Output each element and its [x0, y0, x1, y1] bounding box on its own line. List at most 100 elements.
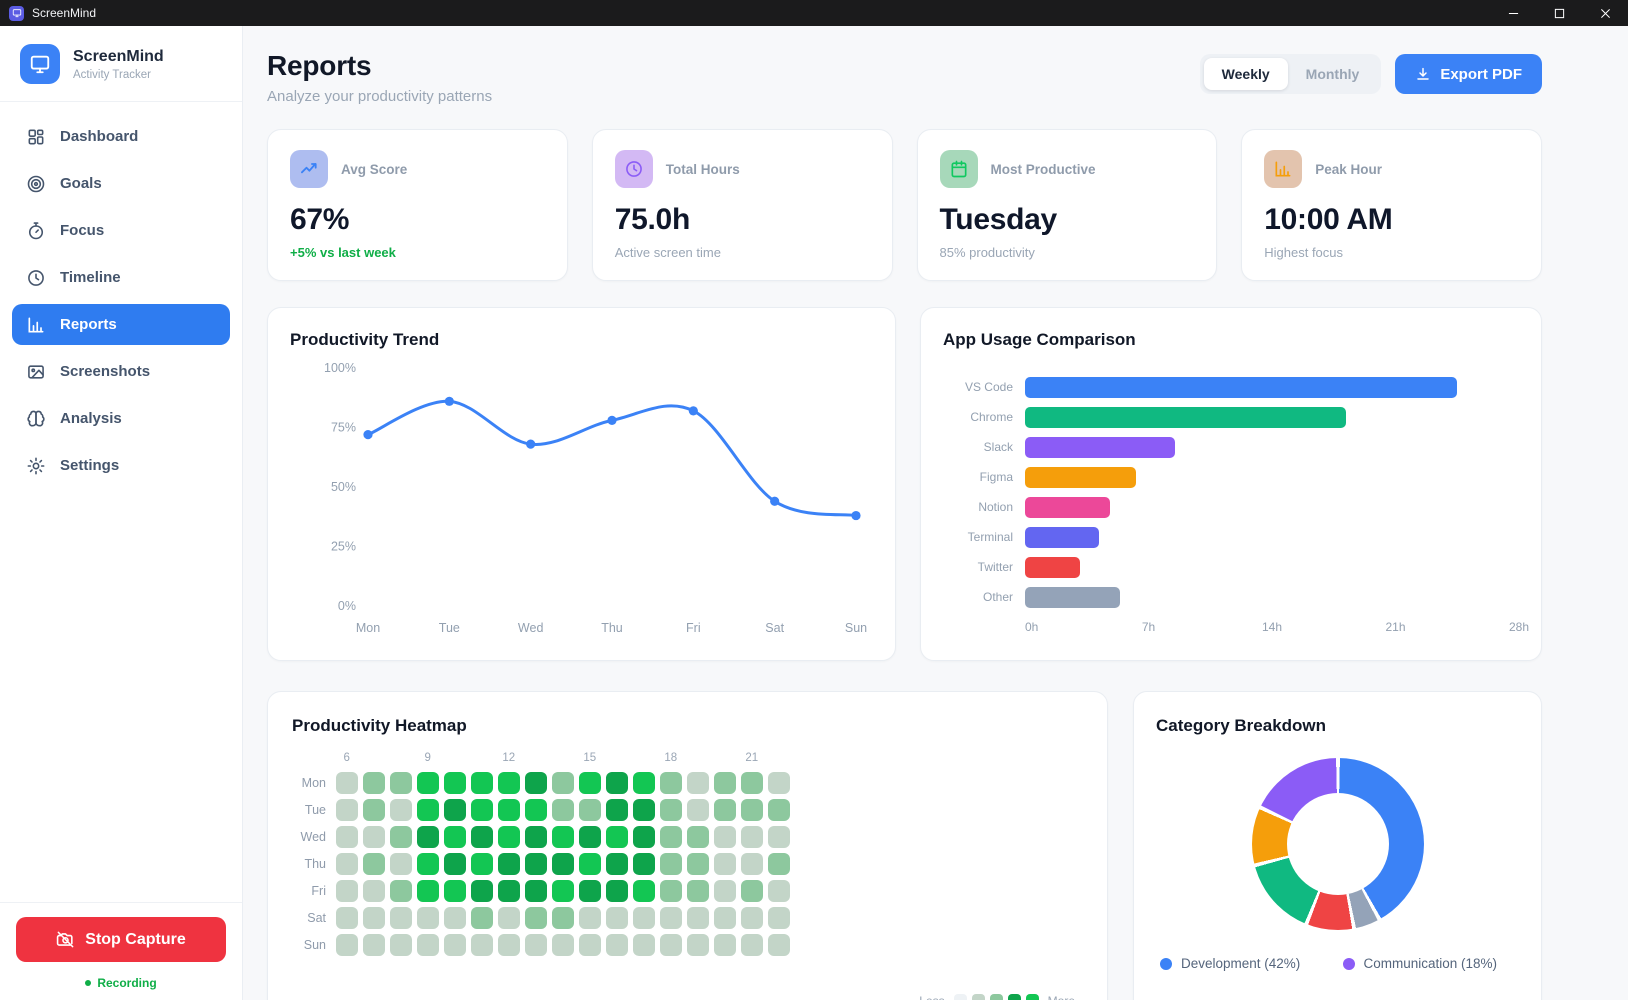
heatmap-cell[interactable]: [579, 853, 601, 875]
heatmap-cell[interactable]: [741, 853, 763, 875]
heatmap-cell[interactable]: [417, 880, 439, 902]
heatmap-cell[interactable]: [633, 772, 655, 794]
heatmap-cell[interactable]: [471, 772, 493, 794]
heatmap-cell[interactable]: [552, 772, 574, 794]
heatmap-cell[interactable]: [417, 826, 439, 848]
heatmap-cell[interactable]: [471, 826, 493, 848]
heatmap-cell[interactable]: [498, 826, 520, 848]
heatmap-cell[interactable]: [390, 772, 412, 794]
heatmap-cell[interactable]: [714, 826, 736, 848]
sidebar-item-screenshots[interactable]: Screenshots: [12, 351, 230, 392]
heatmap-cell[interactable]: [498, 907, 520, 929]
sidebar-item-timeline[interactable]: Timeline: [12, 257, 230, 298]
heatmap-cell[interactable]: [471, 907, 493, 929]
heatmap-cell[interactable]: [714, 772, 736, 794]
heatmap-cell[interactable]: [606, 799, 628, 821]
heatmap-cell[interactable]: [363, 853, 385, 875]
heatmap-cell[interactable]: [768, 799, 790, 821]
heatmap-cell[interactable]: [552, 907, 574, 929]
heatmap-cell[interactable]: [444, 826, 466, 848]
heatmap-cell[interactable]: [552, 799, 574, 821]
range-option-monthly[interactable]: Monthly: [1305, 66, 1360, 82]
heatmap-cell[interactable]: [606, 934, 628, 956]
heatmap-cell[interactable]: [498, 772, 520, 794]
heatmap-cell[interactable]: [579, 880, 601, 902]
heatmap-cell[interactable]: [633, 799, 655, 821]
heatmap-cell[interactable]: [471, 934, 493, 956]
heatmap-cell[interactable]: [660, 853, 682, 875]
sidebar-item-dashboard[interactable]: Dashboard: [12, 116, 230, 157]
heatmap-cell[interactable]: [417, 772, 439, 794]
heatmap-cell[interactable]: [606, 907, 628, 929]
heatmap-cell[interactable]: [606, 826, 628, 848]
range-option-weekly[interactable]: Weekly: [1203, 58, 1288, 90]
heatmap-cell[interactable]: [471, 880, 493, 902]
heatmap-cell[interactable]: [660, 907, 682, 929]
heatmap-cell[interactable]: [633, 880, 655, 902]
heatmap-cell[interactable]: [633, 934, 655, 956]
heatmap-cell[interactable]: [579, 934, 601, 956]
heatmap-cell[interactable]: [741, 799, 763, 821]
heatmap-cell[interactable]: [714, 880, 736, 902]
heatmap-cell[interactable]: [336, 799, 358, 821]
heatmap-cell[interactable]: [444, 853, 466, 875]
heatmap-cell[interactable]: [363, 799, 385, 821]
heatmap-cell[interactable]: [579, 772, 601, 794]
heatmap-cell[interactable]: [363, 880, 385, 902]
heatmap-cell[interactable]: [579, 799, 601, 821]
heatmap-cell[interactable]: [336, 853, 358, 875]
heatmap-cell[interactable]: [336, 907, 358, 929]
heatmap-cell[interactable]: [687, 880, 709, 902]
heatmap-cell[interactable]: [336, 934, 358, 956]
heatmap-cell[interactable]: [390, 853, 412, 875]
heatmap-cell[interactable]: [741, 880, 763, 902]
sidebar-item-settings[interactable]: Settings: [12, 445, 230, 486]
heatmap-cell[interactable]: [417, 853, 439, 875]
heatmap-cell[interactable]: [687, 907, 709, 929]
heatmap-cell[interactable]: [525, 772, 547, 794]
heatmap-cell[interactable]: [390, 799, 412, 821]
heatmap-cell[interactable]: [741, 934, 763, 956]
heatmap-cell[interactable]: [714, 853, 736, 875]
heatmap-cell[interactable]: [498, 799, 520, 821]
heatmap-cell[interactable]: [552, 880, 574, 902]
heatmap-cell[interactable]: [633, 826, 655, 848]
heatmap-cell[interactable]: [525, 799, 547, 821]
heatmap-cell[interactable]: [336, 826, 358, 848]
heatmap-cell[interactable]: [660, 772, 682, 794]
heatmap-cell[interactable]: [417, 934, 439, 956]
heatmap-cell[interactable]: [768, 772, 790, 794]
heatmap-cell[interactable]: [498, 880, 520, 902]
stop-capture-button[interactable]: Stop Capture: [16, 917, 226, 962]
heatmap-cell[interactable]: [390, 934, 412, 956]
heatmap-cell[interactable]: [390, 880, 412, 902]
heatmap-cell[interactable]: [579, 907, 601, 929]
heatmap-cell[interactable]: [336, 772, 358, 794]
heatmap-cell[interactable]: [444, 880, 466, 902]
heatmap-cell[interactable]: [687, 826, 709, 848]
sidebar-item-analysis[interactable]: Analysis: [12, 398, 230, 439]
export-pdf-button[interactable]: Export PDF: [1395, 54, 1542, 94]
heatmap-cell[interactable]: [687, 799, 709, 821]
heatmap-cell[interactable]: [768, 907, 790, 929]
heatmap-cell[interactable]: [714, 934, 736, 956]
heatmap-cell[interactable]: [687, 772, 709, 794]
heatmap-cell[interactable]: [768, 934, 790, 956]
heatmap-cell[interactable]: [741, 826, 763, 848]
close-button[interactable]: [1582, 0, 1628, 26]
heatmap-cell[interactable]: [444, 772, 466, 794]
heatmap-cell[interactable]: [471, 799, 493, 821]
heatmap-cell[interactable]: [525, 853, 547, 875]
maximize-button[interactable]: [1536, 0, 1582, 26]
heatmap-cell[interactable]: [336, 880, 358, 902]
heatmap-cell[interactable]: [552, 826, 574, 848]
heatmap-cell[interactable]: [498, 934, 520, 956]
heatmap-cell[interactable]: [363, 934, 385, 956]
heatmap-cell[interactable]: [606, 853, 628, 875]
heatmap-cell[interactable]: [606, 880, 628, 902]
heatmap-cell[interactable]: [768, 853, 790, 875]
heatmap-cell[interactable]: [687, 934, 709, 956]
heatmap-cell[interactable]: [660, 799, 682, 821]
heatmap-cell[interactable]: [660, 934, 682, 956]
heatmap-cell[interactable]: [633, 853, 655, 875]
